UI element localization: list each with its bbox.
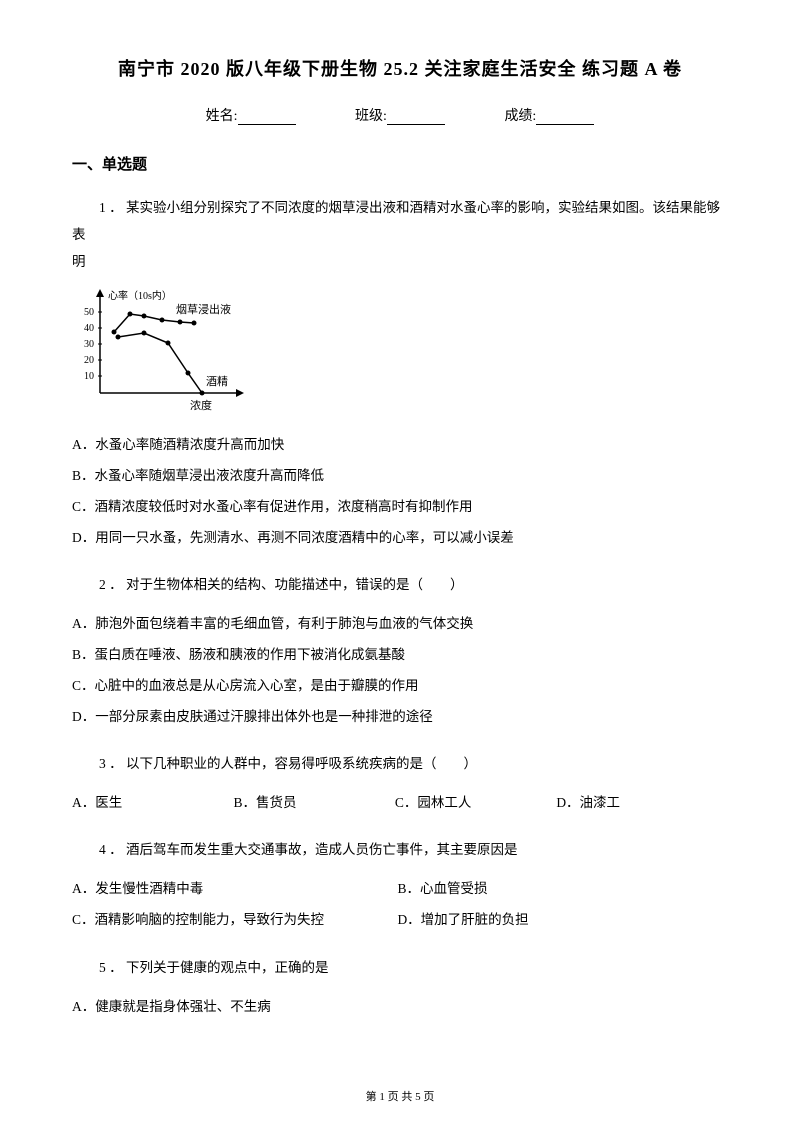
q1-text-line1: 1 ． 某实验小组分别探究了不同浓度的烟草浸出液和酒精对水蚤心率的影响，实验结果…: [72, 194, 728, 248]
q1-text-line2: 明: [72, 248, 728, 275]
info-row: 姓名: 班级: 成绩:: [72, 105, 728, 125]
q4-text: 4 ． 酒后驾车而发生重大交通事故，造成人员伤亡事件，其主要原因是: [72, 836, 728, 863]
q2-option-d: D．一部分尿素由皮肤通过汗腺排出体外也是一种排泄的途径: [72, 701, 728, 732]
question-4: 4 ． 酒后驾车而发生重大交通事故，造成人员伤亡事件，其主要原因是 A．发生慢性…: [72, 836, 728, 935]
ytick-20: 20: [84, 355, 94, 366]
page-title: 南宁市 2020 版八年级下册生物 25.2 关注家庭生活安全 练习题 A 卷: [72, 55, 728, 81]
q1-option-c: C．酒精浓度较低时对水蚤心率有促进作用，浓度稍高时有抑制作用: [72, 491, 728, 522]
series1-label: 烟草浸出液: [176, 302, 231, 316]
q1-option-d: D．用同一只水蚤，先测清水、再测不同浓度酒精中的心率，可以减小误差: [72, 522, 728, 553]
chart-ylabel: 心率（10s内）: [108, 289, 172, 302]
ytick-50: 50: [84, 307, 94, 318]
ytick-40: 40: [84, 323, 94, 334]
q4-option-a: A．发生慢性酒精中毒: [72, 873, 393, 904]
q4-option-c: C．酒精影响脑的控制能力，导致行为失控: [72, 904, 393, 935]
name-blank: [238, 111, 296, 125]
name-field: 姓名:: [206, 105, 296, 125]
score-field: 成绩:: [504, 105, 594, 125]
q1-option-a: A．水蚤心率随酒精浓度升高而加快: [72, 429, 728, 460]
score-label: 成绩:: [504, 109, 536, 124]
question-1: 1 ． 某实验小组分别探究了不同浓度的烟草浸出液和酒精对水蚤心率的影响，实验结果…: [72, 194, 728, 553]
question-3: 3 ． 以下几种职业的人群中，容易得呼吸系统疾病的是（ ） A．医生 B．售货员…: [72, 750, 728, 818]
score-blank: [536, 111, 594, 125]
question-2: 2 ． 对于生物体相关的结构、功能描述中，错误的是（ ） A．肺泡外面包绕着丰富…: [72, 571, 728, 732]
q5-text: 5 ． 下列关于健康的观点中，正确的是: [72, 954, 728, 981]
q2-option-a: A．肺泡外面包绕着丰富的毛细血管，有利于肺泡与血液的气体交换: [72, 608, 728, 639]
q3-text: 3 ． 以下几种职业的人群中，容易得呼吸系统疾病的是（ ）: [72, 750, 728, 777]
q3-option-b: B．售货员: [233, 787, 390, 818]
chart-xlabel: 浓度: [190, 398, 212, 412]
q1-chart: 心率（10s内） 50 40 30 20 10 烟草浸出液: [72, 285, 272, 415]
name-label: 姓名:: [206, 109, 238, 124]
q5-option-a: A．健康就是指身体强壮、不生病: [72, 991, 728, 1022]
q1-option-b: B．水蚤心率随烟草浸出液浓度升高而降低: [72, 460, 728, 491]
section-heading: 一、单选题: [72, 153, 728, 174]
series2-label: 酒精: [206, 375, 228, 388]
class-field: 班级:: [355, 105, 445, 125]
q3-option-a: A．医生: [72, 787, 229, 818]
class-blank: [387, 111, 445, 125]
q3-option-c: C．园林工人: [395, 787, 552, 818]
question-5: 5 ． 下列关于健康的观点中，正确的是 A．健康就是指身体强壮、不生病: [72, 954, 728, 1022]
q2-text: 2 ． 对于生物体相关的结构、功能描述中，错误的是（ ）: [72, 571, 728, 598]
q3-option-d: D．油漆工: [556, 787, 713, 818]
ytick-10: 10: [84, 371, 94, 382]
q4-option-b: B．心血管受损: [397, 873, 718, 904]
page-footer: 第 1 页 共 5 页: [0, 1088, 800, 1104]
ytick-30: 30: [84, 339, 94, 350]
q4-option-d: D．增加了肝脏的负担: [397, 904, 718, 935]
q2-option-c: C．心脏中的血液总是从心房流入心室，是由于瓣膜的作用: [72, 670, 728, 701]
class-label: 班级:: [355, 109, 387, 124]
q2-option-b: B．蛋白质在唾液、肠液和胰液的作用下被消化成氨基酸: [72, 639, 728, 670]
